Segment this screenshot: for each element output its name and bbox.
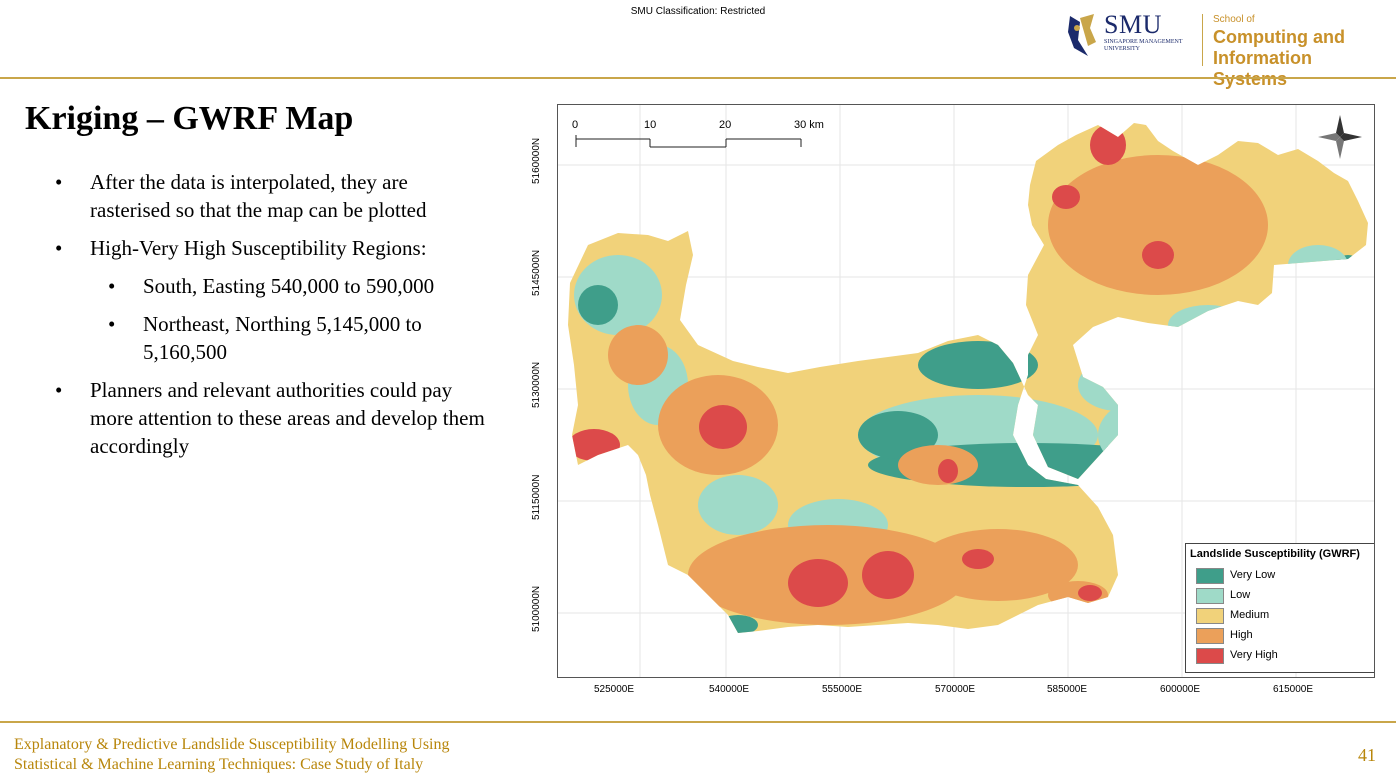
footer-title: Explanatory & Predictive Landslide Susce… <box>14 735 450 775</box>
header-divider <box>0 77 1396 79</box>
slide-title: Kriging – GWRF Map <box>25 100 354 137</box>
legend-title: Landslide Susceptibility (GWRF) <box>1190 548 1360 560</box>
y-tick-label: 5130000N <box>531 361 542 408</box>
legend-swatch <box>1196 568 1224 584</box>
scale-label: 20 <box>719 119 732 131</box>
scale-label: 10 <box>644 119 657 131</box>
sub-bullet-item: • Northeast, Northing 5,145,000 to 5,160… <box>108 310 485 366</box>
map-legend: Landslide Susceptibility (GWRF) Very Low… <box>1185 543 1374 673</box>
classification-label: SMU Classification: Restricted <box>630 6 766 17</box>
susceptibility-map: 0 10 20 30 km Landslide Susceptibility (… <box>527 100 1387 710</box>
scale-label: 0 <box>572 119 579 131</box>
smu-crest-icon <box>1068 14 1096 56</box>
x-tick-label: 570000E <box>934 684 976 695</box>
bullet-list: • After the data is interpolated, they a… <box>55 168 485 470</box>
sub-bullet-item: • South, Easting 540,000 to 590,000 <box>108 272 485 300</box>
logo-divider <box>1202 14 1203 66</box>
smu-logo-text: SMU <box>1104 10 1162 39</box>
bullet-text: After the data is interpolated, they are… <box>90 170 427 222</box>
x-tick-label: 540000E <box>708 684 750 695</box>
bullet-marker: • <box>108 312 116 336</box>
bullet-text: Northeast, Northing 5,145,000 to 5,160,5… <box>143 312 422 364</box>
bullet-text: Planners and relevant authorities could … <box>90 378 485 458</box>
bullet-item: • High-Very High Susceptibility Regions: <box>55 234 485 262</box>
legend-label: Medium <box>1230 609 1270 621</box>
bullet-text: High-Very High Susceptibility Regions: <box>90 236 427 260</box>
smu-logo: SMU SINGAPORE MANAGEMENT UNIVERSITY Scho… <box>1066 8 1386 89</box>
y-tick-label: 5115000N <box>531 474 542 520</box>
legend-swatch <box>1196 608 1224 624</box>
map-frame: 0 10 20 30 km Landslide Susceptibility (… <box>557 104 1375 678</box>
bullet-text: South, Easting 540,000 to 590,000 <box>143 274 435 298</box>
legend-label: Low <box>1230 589 1251 601</box>
y-tick-label: 5100000N <box>531 585 542 632</box>
school-of-label: School of <box>1213 14 1255 25</box>
bullet-item: • After the data is interpolated, they a… <box>55 168 485 224</box>
school-name-line1: Computing and <box>1213 27 1345 47</box>
legend-swatch <box>1196 588 1224 604</box>
legend-swatch <box>1196 628 1224 644</box>
bullet-marker: • <box>55 170 63 194</box>
x-tick-label: 600000E <box>1159 684 1201 695</box>
x-tick-label: 585000E <box>1046 684 1088 695</box>
school-name-line2: Information Systems <box>1213 48 1312 89</box>
x-tick-label: 525000E <box>593 684 635 695</box>
page-number: 41 <box>1358 745 1376 765</box>
footer-line: Explanatory & Predictive Landslide Susce… <box>14 736 450 753</box>
y-tick-label: 5145000N <box>531 249 542 296</box>
scale-label: 30 km <box>794 119 824 131</box>
legend-label: Very Low <box>1230 569 1276 581</box>
legend-label: Very High <box>1230 649 1278 661</box>
school-name: Computing and Information Systems <box>1213 27 1386 90</box>
x-tick-label: 615000E <box>1272 684 1314 695</box>
legend-label: High <box>1230 629 1253 641</box>
footer-divider <box>0 721 1396 723</box>
bullet-item: • Planners and relevant authorities coul… <box>55 376 485 460</box>
map-image <box>558 105 1374 677</box>
y-tick-label: 5160000N <box>531 137 542 184</box>
x-tick-label: 555000E <box>821 684 863 695</box>
bullet-marker: • <box>108 274 116 298</box>
footer-line: Statistical & Machine Learning Technique… <box>14 756 424 773</box>
bullet-marker: • <box>55 378 63 402</box>
compass-icon <box>1318 115 1362 159</box>
legend-swatch <box>1196 648 1224 664</box>
bullet-marker: • <box>55 236 63 260</box>
smu-logo-subtext: SINGAPORE MANAGEMENT UNIVERSITY <box>1104 39 1183 52</box>
